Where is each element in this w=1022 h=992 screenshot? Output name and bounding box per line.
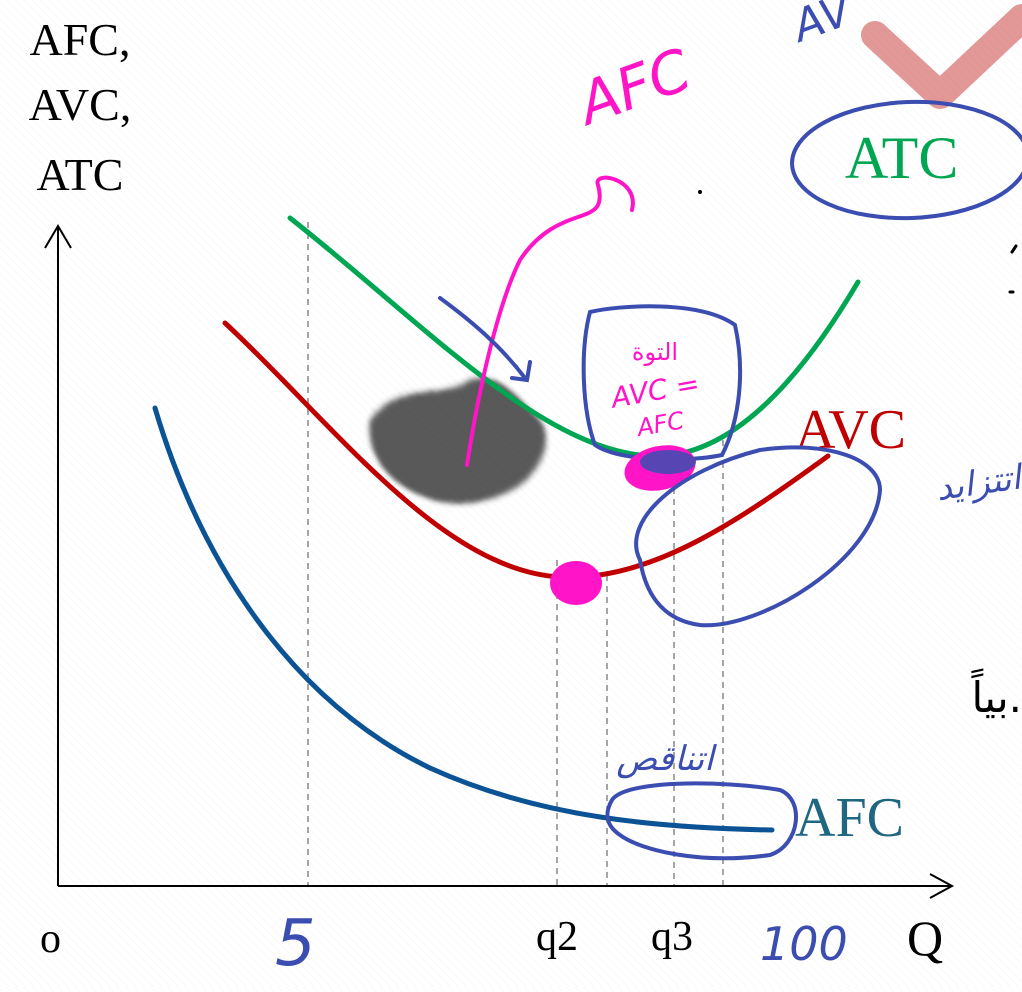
arabic-increasing-note: اتتزايد — [934, 457, 1022, 509]
guide-lines — [307, 222, 724, 886]
x-tick-label-q3: q3 — [651, 914, 693, 960]
red-check-mark — [861, 4, 1022, 109]
origin-label: o — [40, 916, 61, 962]
box-note-line3: AFC — [633, 406, 686, 442]
handwritten-five: 5 — [275, 907, 316, 981]
scribble-smudge — [369, 378, 547, 504]
corner-partial-text: AV — [784, 0, 861, 53]
blue-box — [581, 304, 743, 462]
y-axis-label-line1: AFC, — [30, 14, 131, 65]
stray-dot — [698, 190, 702, 194]
edge-arabic-text: بياً. — [971, 668, 1022, 722]
afc-label: AFC — [795, 787, 904, 849]
afc-curve — [152, 405, 775, 833]
atc-circle — [790, 99, 1022, 221]
atc-curve — [287, 215, 861, 459]
x-axis-arrow — [929, 873, 955, 899]
y-axis-label-line2: AVC, — [29, 79, 132, 130]
avc-rising-circle — [634, 445, 883, 628]
pink-afc-note: AFC — [566, 35, 700, 139]
y-axis-label-line3: ATC — [37, 149, 124, 200]
x-axis-label: Q — [907, 910, 943, 966]
avc-label: AVC — [795, 399, 906, 461]
blue-dot-atc-min — [640, 450, 696, 474]
box-note-line1: التوة — [632, 338, 678, 366]
handwritten-hundred: 100 — [760, 917, 848, 971]
pink-dot-avc-min — [550, 561, 602, 605]
x-tick-label-q2: q2 — [536, 914, 578, 960]
edge-dot-mark — [1008, 244, 1018, 294]
pink-arrow-line — [465, 175, 635, 467]
box-note-line2: AVC = — [607, 367, 702, 415]
afc-tail-circle — [605, 781, 798, 861]
blue-arrow-to-atc — [438, 296, 527, 380]
blue-arrowhead — [510, 360, 532, 383]
atc-label: ATC — [845, 125, 958, 191]
arabic-decreasing-note: اتناقص — [616, 739, 717, 779]
avc-curve — [222, 320, 831, 580]
y-axis-arrow — [44, 224, 72, 249]
